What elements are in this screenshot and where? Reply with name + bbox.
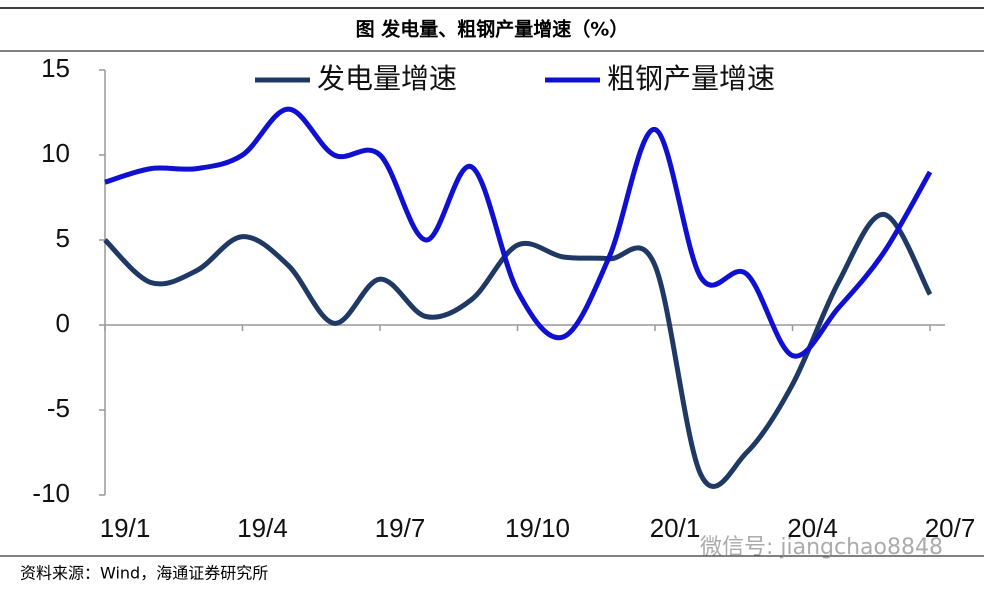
y-tick-label: -5 bbox=[47, 393, 70, 423]
line-series bbox=[103, 212, 933, 489]
y-tick-label: -10 bbox=[32, 478, 70, 508]
y-tick-label: 0 bbox=[56, 308, 70, 338]
watermark: 微信号: jiangchao8848 bbox=[700, 535, 943, 560]
source: 资料来源：Wind，海通证券研究所 bbox=[20, 564, 268, 583]
chart-title: 图 发电量、粗钢产量增速（%） bbox=[356, 18, 629, 41]
line-series bbox=[104, 106, 933, 359]
x-tick-label: 19/10 bbox=[505, 513, 570, 543]
x-tick-label: 20/7 bbox=[925, 513, 976, 543]
x-tick-label: 20/1 bbox=[650, 513, 701, 543]
y-tick-label: 10 bbox=[41, 138, 70, 168]
x-tick-label: 19/4 bbox=[237, 513, 288, 543]
legend-label: 粗钢产量增速 bbox=[607, 62, 775, 95]
x-tick-label: 19/1 bbox=[100, 513, 151, 543]
y-tick-label: 5 bbox=[56, 223, 70, 253]
x-tick-label: 20/4 bbox=[787, 513, 838, 543]
y-tick-label: 15 bbox=[41, 53, 70, 83]
legend-label: 发电量增速 bbox=[317, 62, 457, 95]
x-tick-label: 19/7 bbox=[375, 513, 426, 543]
